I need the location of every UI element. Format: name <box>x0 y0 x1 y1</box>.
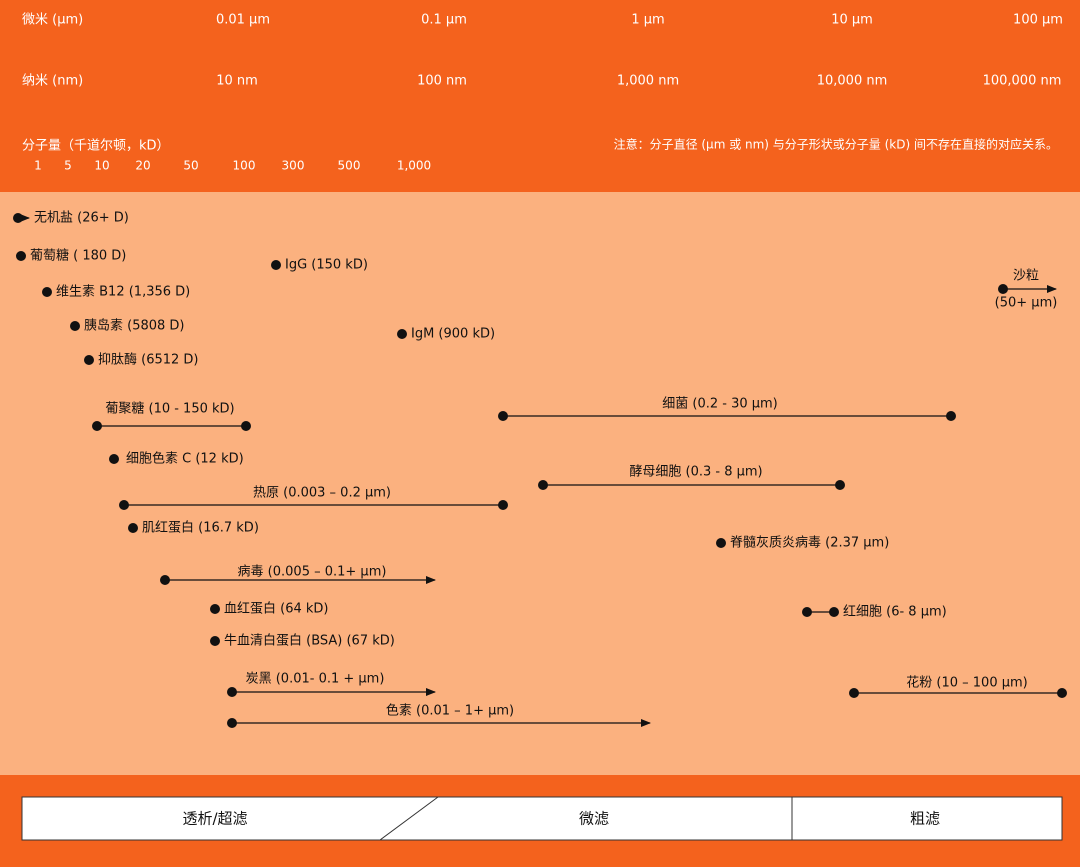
tick-label: 1,000 nm <box>617 74 679 89</box>
dot <box>271 260 281 270</box>
item-label: 炭黑 (0.01- 0.1 + µm) <box>246 672 385 687</box>
tick-label: 100 nm <box>417 74 467 89</box>
dot <box>716 538 726 548</box>
item-sublabel: (50+ µm) <box>995 296 1058 311</box>
dot <box>397 329 407 339</box>
tick-label: 100 µm <box>1013 13 1063 28</box>
dot <box>16 251 26 261</box>
tick-label: 0.1 µm <box>421 13 467 28</box>
item-label: 脊髓灰质炎病毒 (2.37 µm) <box>730 536 889 551</box>
item-label: IgG (150 kD) <box>285 258 368 273</box>
dot <box>1057 688 1067 698</box>
scale-title: 分子量（千道尔顿，kD） <box>22 139 170 154</box>
dot <box>227 718 237 728</box>
filtration-label: 透析/超滤 <box>182 810 247 828</box>
dot <box>835 480 845 490</box>
tick-label: 0.01 µm <box>216 13 270 28</box>
tick-label: 500 <box>338 159 361 173</box>
item-label: 沙粒 <box>1013 269 1039 284</box>
filtration-label: 微滤 <box>579 810 609 828</box>
item-label: 细菌 (0.2 - 30 µm) <box>662 397 778 412</box>
divider <box>379 796 439 841</box>
dot <box>109 454 119 464</box>
tick-label: 10 <box>94 159 109 173</box>
item-label: 维生素 B12 (1,356 D) <box>56 285 190 300</box>
dot <box>92 421 102 431</box>
dot <box>210 636 220 646</box>
dot <box>829 607 839 617</box>
item-label: 胰岛素 (5808 D) <box>84 318 185 334</box>
tick-label: 300 <box>282 159 305 173</box>
dot <box>13 213 23 223</box>
scale-title: 纳米 (nm) <box>22 74 83 89</box>
item-label: 红细胞 (6- 8 µm) <box>843 604 947 620</box>
tick-label: 1 <box>34 159 42 173</box>
item-label: 病毒 (0.005 – 0.1+ µm) <box>238 565 387 580</box>
item-label: 色素 (0.01 – 1+ µm) <box>386 703 514 719</box>
dot <box>498 411 508 421</box>
tick-label: 100 <box>233 159 256 173</box>
item-label: 抑肽酶 (6512 D) <box>98 352 199 368</box>
filtration-box <box>21 796 1063 841</box>
dot <box>210 604 220 614</box>
item-label: 牛血清白蛋白 (BSA) (67 kD) <box>224 633 395 649</box>
item-label: 无机盐 (26+ D) <box>34 211 129 226</box>
dot <box>227 687 237 697</box>
filtration-label: 粗滤 <box>910 810 940 828</box>
dot <box>802 607 812 617</box>
tick-label: 50 <box>183 159 198 173</box>
item-label: 肌红蛋白 (16.7 kD) <box>142 520 259 536</box>
tick-label: 5 <box>64 159 72 173</box>
item-label: 热原 (0.003 – 0.2 µm) <box>253 486 391 501</box>
dot <box>160 575 170 585</box>
dot <box>241 421 251 431</box>
tick-label: 20 <box>135 159 150 173</box>
tick-label: 1 µm <box>631 13 664 28</box>
dot <box>128 523 138 533</box>
note: 注意：分子直径 (µm 或 nm) 与分子形状或分子量 (kD) 间不存在直接的… <box>614 137 1058 152</box>
dot <box>849 688 859 698</box>
tick-label: 10 nm <box>216 74 258 89</box>
dot <box>119 500 129 510</box>
tick-label: 10 µm <box>831 13 873 28</box>
dot <box>946 411 956 421</box>
dot <box>70 321 80 331</box>
item-label: 葡萄糖 ( 180 D) <box>30 248 126 264</box>
item-label: IgM (900 kD) <box>411 327 495 342</box>
dot <box>498 500 508 510</box>
dot <box>998 284 1008 294</box>
tick-label: 100,000 nm <box>983 74 1062 89</box>
dot <box>42 287 52 297</box>
scale-title: 微米 (µm) <box>22 13 83 28</box>
tick-label: 10,000 nm <box>817 74 888 89</box>
dot <box>538 480 548 490</box>
item-label: 酵母细胞 (0.3 - 8 µm) <box>629 465 762 480</box>
item-label: 血红蛋白 (64 kD) <box>224 601 329 617</box>
tick-label: 1,000 <box>397 159 431 173</box>
dot <box>84 355 94 365</box>
item-label: 花粉 (10 – 100 µm) <box>906 675 1027 691</box>
item-label: 细胞色素 C (12 kD) <box>126 451 244 467</box>
item-label: 葡聚糖 (10 - 150 kD) <box>105 401 234 417</box>
